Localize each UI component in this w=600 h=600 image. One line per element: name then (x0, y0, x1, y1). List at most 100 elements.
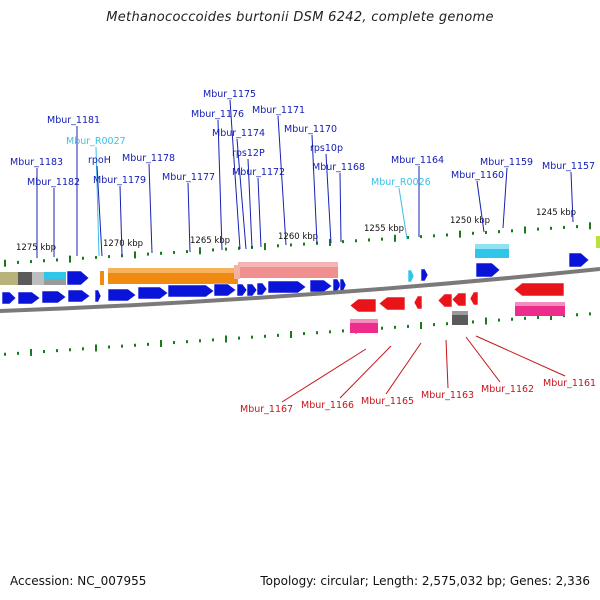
tick-mark (368, 238, 370, 242)
forward-cds (17, 291, 41, 305)
leader-line (385, 342, 422, 395)
gene-label: rpoH (88, 155, 111, 166)
tick-mark (212, 338, 214, 342)
label-leader-lines (36, 99, 574, 403)
forward-cds (475, 262, 501, 278)
tick-mark (303, 332, 305, 336)
scale-label: 1260 kbp (278, 232, 318, 242)
tick-mark (69, 255, 71, 263)
feature-block (100, 271, 104, 285)
tick-mark (576, 225, 578, 229)
tick-mark (524, 316, 526, 320)
gene-label: Mbur_1161 (543, 378, 596, 389)
tick-mark (238, 336, 240, 340)
forward-cds (568, 252, 590, 268)
leader-line (281, 348, 367, 403)
leader-line (502, 167, 508, 229)
accession-text: Accession: NC_007955 (10, 574, 147, 588)
tick-mark (537, 315, 539, 319)
tick-mark (589, 312, 591, 316)
tick-mark (472, 320, 474, 324)
leader-line (217, 119, 223, 251)
tick-mark (316, 331, 318, 335)
tick-mark (511, 229, 513, 233)
tick-mark (485, 317, 487, 325)
feature-block (0, 272, 18, 285)
tick-mark (108, 255, 110, 259)
scale-label: 1265 kbp (190, 236, 230, 246)
leader-line (229, 99, 241, 250)
feature-block (234, 265, 240, 279)
tick-mark (355, 239, 357, 243)
scale-label: 1270 kbp (103, 239, 143, 249)
tick-mark (147, 342, 149, 346)
feature-block (44, 279, 66, 285)
forward-cds (256, 282, 268, 296)
tick-mark (394, 234, 396, 242)
feature-block (108, 268, 238, 273)
tick-mark (485, 230, 487, 234)
reverse-cds (469, 291, 479, 306)
tick-mark (43, 259, 45, 263)
tick-mark (134, 343, 136, 347)
leader-line (95, 146, 100, 257)
tick-mark (264, 334, 266, 338)
forward-cds (267, 280, 307, 294)
tick-mark (69, 348, 71, 352)
feature-block (452, 311, 468, 315)
leader-line (465, 336, 501, 383)
leader-line (277, 115, 287, 246)
tick-mark (186, 250, 188, 254)
tick-mark (173, 341, 175, 345)
tick-mark (329, 238, 331, 246)
tick-mark (329, 330, 331, 334)
tick-mark (563, 225, 565, 229)
tick-mark (186, 340, 188, 344)
tick-mark (524, 226, 526, 234)
tick-mark (498, 230, 500, 234)
forward-cds (167, 284, 215, 298)
leader-line (445, 339, 449, 389)
gene-label: Mbur_1166 (301, 400, 354, 411)
tick-mark (108, 345, 110, 349)
gene-label: Mbur_1178 (122, 153, 175, 164)
tick-mark (550, 313, 552, 321)
gene-label: Mbur_1168 (312, 162, 365, 173)
reverse-cds (513, 282, 565, 297)
reverse-cds (413, 295, 423, 310)
gene-label: Mbur_1172 (232, 167, 285, 178)
tick-mark (173, 250, 175, 254)
leader-line (148, 163, 153, 254)
leader-line (311, 134, 318, 244)
tick-mark (589, 222, 591, 230)
tick-mark (4, 259, 6, 267)
leader-line (236, 138, 247, 250)
feature-block (18, 272, 32, 285)
forward-cds (66, 270, 90, 286)
scale-label: 1255 kbp (364, 224, 404, 234)
tick-marks-upper (4, 222, 591, 267)
leader-line (476, 180, 485, 233)
scale-label: 1250 kbp (450, 216, 490, 226)
tick-mark (199, 247, 201, 255)
tick-mark (407, 235, 409, 239)
tick-mark (4, 352, 6, 356)
tick-mark (316, 241, 318, 245)
tick-mark (277, 244, 279, 248)
feature-track (0, 236, 600, 333)
scale-label: 1275 kbp (16, 243, 56, 253)
gene-label: Mbur_1182 (27, 177, 80, 188)
tick-mark (17, 351, 19, 355)
forward-cds (339, 278, 347, 292)
tick-mark (381, 326, 383, 330)
tick-mark (420, 235, 422, 239)
tick-mark (95, 344, 97, 352)
reverse-rna (515, 302, 565, 306)
gene-label: Mbur_1163 (421, 390, 474, 401)
gene-label: Mbur_1165 (361, 396, 414, 407)
forward-cds (332, 278, 342, 292)
forward-cds (309, 279, 333, 293)
tick-mark (576, 313, 578, 317)
tick-mark (420, 322, 422, 330)
